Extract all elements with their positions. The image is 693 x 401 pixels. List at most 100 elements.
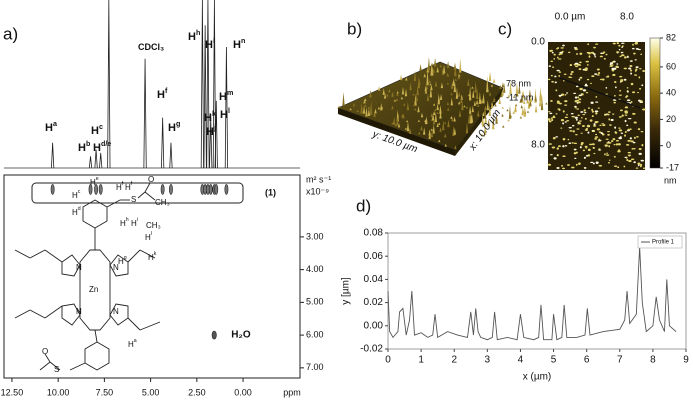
afm-dot <box>612 138 616 141</box>
afm-dot <box>598 138 601 141</box>
afm-dot <box>626 124 629 127</box>
afm-dot <box>577 121 580 124</box>
afm-dot <box>575 85 579 88</box>
afm-spike <box>460 96 463 104</box>
peak-label: Hg <box>168 120 180 134</box>
afm-dot <box>627 139 631 142</box>
afm-dot <box>626 55 629 59</box>
afm-spike <box>404 88 408 97</box>
afm-dot <box>600 132 604 135</box>
afm-spike <box>401 86 405 95</box>
afm-spike <box>434 81 438 87</box>
afm-dot <box>549 154 553 156</box>
afm-dot <box>618 44 621 47</box>
afm-dot <box>635 68 638 71</box>
afm-spike <box>483 105 487 115</box>
afm-dot <box>624 111 628 114</box>
afm-spike <box>436 103 439 111</box>
x-axis-label: ppm <box>283 387 301 397</box>
afm-spike <box>402 113 405 119</box>
afm-spike <box>482 134 486 137</box>
afm-dot <box>636 136 639 138</box>
afm-dot <box>578 162 581 165</box>
afm-spike <box>486 75 489 93</box>
structure-label-base: H <box>90 178 96 187</box>
afm-spike <box>406 121 410 132</box>
afm-spike <box>424 89 428 94</box>
afm-spike <box>493 97 496 101</box>
afm-dot <box>604 144 608 147</box>
afm-dot <box>634 41 638 45</box>
afm-dot <box>570 71 574 73</box>
afm-spike <box>365 107 368 117</box>
afm-dot <box>564 104 568 106</box>
afm-dot <box>627 151 632 154</box>
dosy-spot <box>98 184 103 195</box>
afm-dot <box>638 68 642 70</box>
afm-spike <box>382 88 385 95</box>
afm-dot <box>593 123 596 126</box>
y-tick-label: 0.08 <box>364 228 384 239</box>
afm-spike <box>395 98 399 101</box>
afm-dot <box>573 47 578 49</box>
structure-label: Hf <box>116 181 124 192</box>
y-tick-label: 0.00 <box>364 320 384 331</box>
afm-spike <box>412 93 415 96</box>
afm-dot <box>552 137 556 140</box>
afm-spike <box>433 57 437 67</box>
afm-spike <box>453 116 456 122</box>
afm-dot <box>576 128 580 130</box>
spectrum-peak <box>209 117 213 169</box>
afm-spike <box>529 96 533 102</box>
afm-dot <box>592 125 597 127</box>
series-label: (1) <box>265 187 276 197</box>
afm-spike <box>436 66 439 73</box>
structure-label: Hd <box>72 206 81 217</box>
afm-spike <box>409 82 412 91</box>
afm-dot <box>610 64 614 66</box>
afm-spike <box>474 81 477 93</box>
colorbar-tick-label: 20 <box>666 114 676 124</box>
afm-dot <box>571 125 575 127</box>
y-tick-label: 5.00 <box>306 297 324 307</box>
afm-spike <box>369 100 373 115</box>
afm-dot <box>625 95 627 99</box>
spectrum-peak <box>212 0 216 169</box>
afm-dot <box>599 55 603 58</box>
afm-dot <box>606 152 608 154</box>
structure-label-sup: c <box>78 189 81 195</box>
afm-dot <box>624 106 629 109</box>
afm-dot <box>568 127 572 129</box>
afm-spike <box>417 105 420 113</box>
peak-label: Hn <box>233 37 245 51</box>
dosy-spot <box>88 184 93 195</box>
afm-dot <box>559 52 563 55</box>
structure-label-base: N <box>113 263 119 272</box>
y-axis-label: y [µm] <box>341 277 352 305</box>
afm-spike <box>432 67 435 73</box>
afm-spike <box>434 108 437 111</box>
afm-spike <box>413 70 417 81</box>
afm-surface-side <box>455 88 503 156</box>
legend-label: Profile 1 <box>652 240 675 246</box>
afm-spike <box>408 128 411 133</box>
structure-label-base: H <box>125 183 131 192</box>
afm-dot <box>613 101 617 104</box>
afm-spike <box>521 107 525 114</box>
afm-spike <box>446 82 450 85</box>
afm-dot <box>615 143 619 146</box>
spectrum-peak <box>88 156 93 169</box>
afm-dot <box>611 113 615 115</box>
afm-dot <box>632 43 634 46</box>
afm-dot <box>582 69 585 71</box>
structure-label-base: S <box>131 195 136 204</box>
afm-spike <box>458 91 461 97</box>
afm-dot <box>584 145 588 148</box>
afm-dot <box>594 56 597 58</box>
afm-dot <box>633 52 636 55</box>
peak-label-base: H <box>205 39 213 51</box>
afm-dot <box>547 78 551 81</box>
afm-spike <box>431 66 434 76</box>
peak-label-base: H <box>220 109 228 121</box>
x-tick-label: 2.50 <box>188 387 206 397</box>
